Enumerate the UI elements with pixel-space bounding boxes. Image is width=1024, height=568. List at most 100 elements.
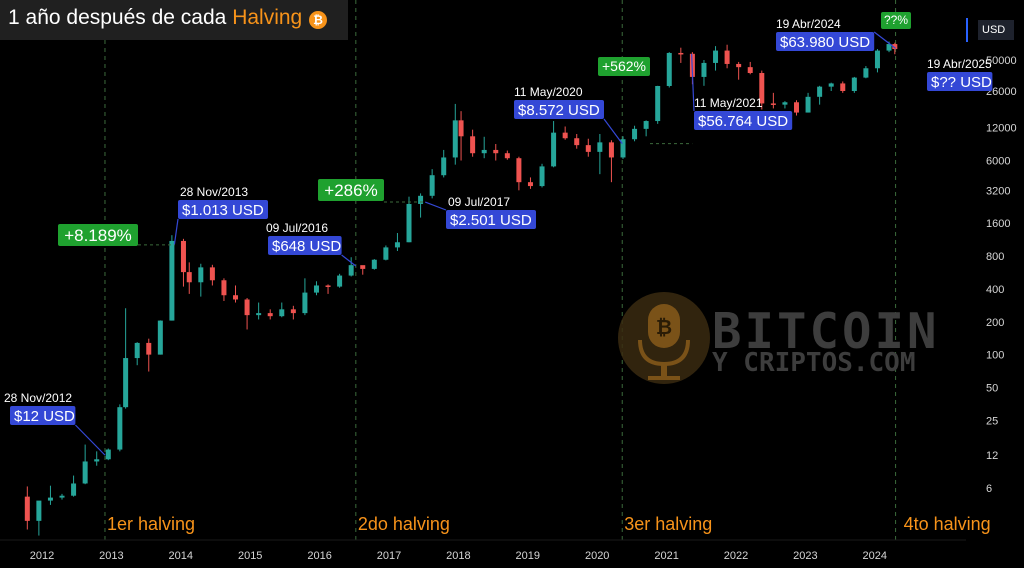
gain-badge-label: +286% [324,181,377,200]
candle [666,52,672,88]
price-annotation: 19 Abr/2024 $63.980 USD [776,17,875,51]
x-tick-label: 2014 [169,550,193,562]
price-annotation: 28 Nov/2012 $12 USD [4,391,76,425]
candle-body [527,182,533,187]
x-tick-label: 2015 [238,550,262,562]
candle [406,196,412,243]
candle [562,126,568,140]
candle-body [655,85,661,122]
candle [597,133,603,175]
candle [516,156,522,191]
y-tick-label: 26000 [986,86,1017,98]
candle-body [747,67,753,74]
annotation-leader [74,424,106,456]
candle-body [267,313,273,317]
candle [180,238,186,287]
candle-body [371,259,377,269]
candle [701,60,707,86]
y-tick-label: 50 [986,382,998,394]
candle-body [539,166,545,187]
candle [123,308,129,409]
candle [747,61,753,75]
y-tick-label: 3200 [986,185,1010,197]
candle-body [817,86,823,97]
candle-body [244,299,250,316]
x-tick-label: 2020 [585,550,609,562]
candle [36,500,42,536]
candle-body [71,483,77,496]
candle [105,448,111,461]
annotation-price: $2.501 USD [450,212,532,229]
candle [643,120,649,137]
candle [94,451,100,466]
candle-body [620,139,626,158]
candle [313,281,319,296]
x-tick-label: 2013 [99,550,123,562]
gain-badge-bg [318,179,384,201]
annotation-date: 09 Jul/2017 [448,195,510,209]
price-annotation: 09 Jul/2017 $2.501 USD [446,195,536,229]
candle-body [313,285,319,293]
candle-body [360,265,366,269]
candle [851,76,857,93]
currency-indicator-line [966,18,968,42]
watermark-btc-glyph: ₿ [656,315,672,339]
candle [828,82,834,92]
halving-label: 3er halving [624,514,712,534]
candle [256,302,262,320]
candle [337,273,343,288]
annotation-date: 28 Nov/2013 [180,185,248,199]
candle [394,233,400,251]
candle-body [562,132,568,139]
candle-body [157,320,163,355]
candle-body [713,50,719,63]
x-tick-label: 2012 [30,550,54,562]
annotation-date: 28 Nov/2012 [4,391,72,405]
candle-body [597,142,603,152]
candle-body [516,158,522,183]
candle-body [666,52,672,86]
candle [678,47,684,63]
candle-body [851,77,857,92]
candle [24,486,30,530]
candle-body [117,407,123,450]
candle [267,309,273,320]
gain-badge: +562% [598,57,650,76]
candle-body [585,145,591,152]
annotation-labels: 1er halving 2do halving 3er halving 4to hal… [4,12,993,534]
candle-body [134,342,140,359]
candle [817,85,823,105]
candle-body [429,175,435,196]
candle-body [383,247,389,260]
candle-body [94,459,100,462]
candle [481,136,487,159]
candle-body [770,103,776,105]
watermark-line2: Y CRIPTOS.COM [712,348,916,378]
candle [371,259,377,270]
title-prefix: 1 año después de cada [8,6,227,29]
currency-selector[interactable]: USD [978,20,1014,40]
annotation-leader [873,31,896,49]
candle-body [840,83,846,92]
halving-label: 4to halving [904,514,991,534]
candle-body [828,83,834,87]
annotation-leader [425,201,447,211]
candle [655,85,661,124]
x-tick-label: 2019 [516,550,540,562]
candle [713,46,719,71]
annotation-date: 09 Jul/2016 [266,221,328,235]
candle-body [233,295,239,300]
candle-body [551,132,557,167]
candles [24,41,898,536]
halving-lines [104,0,897,540]
candle-body [256,313,262,316]
candle [736,61,742,80]
annotation-date: 19 Abr/2024 [776,17,841,31]
watermark-mic-base [661,364,667,378]
candle [290,305,296,320]
candle-body [82,461,88,484]
candle [233,285,239,303]
candle [452,103,458,165]
y-tick-label: 6 [986,483,992,495]
